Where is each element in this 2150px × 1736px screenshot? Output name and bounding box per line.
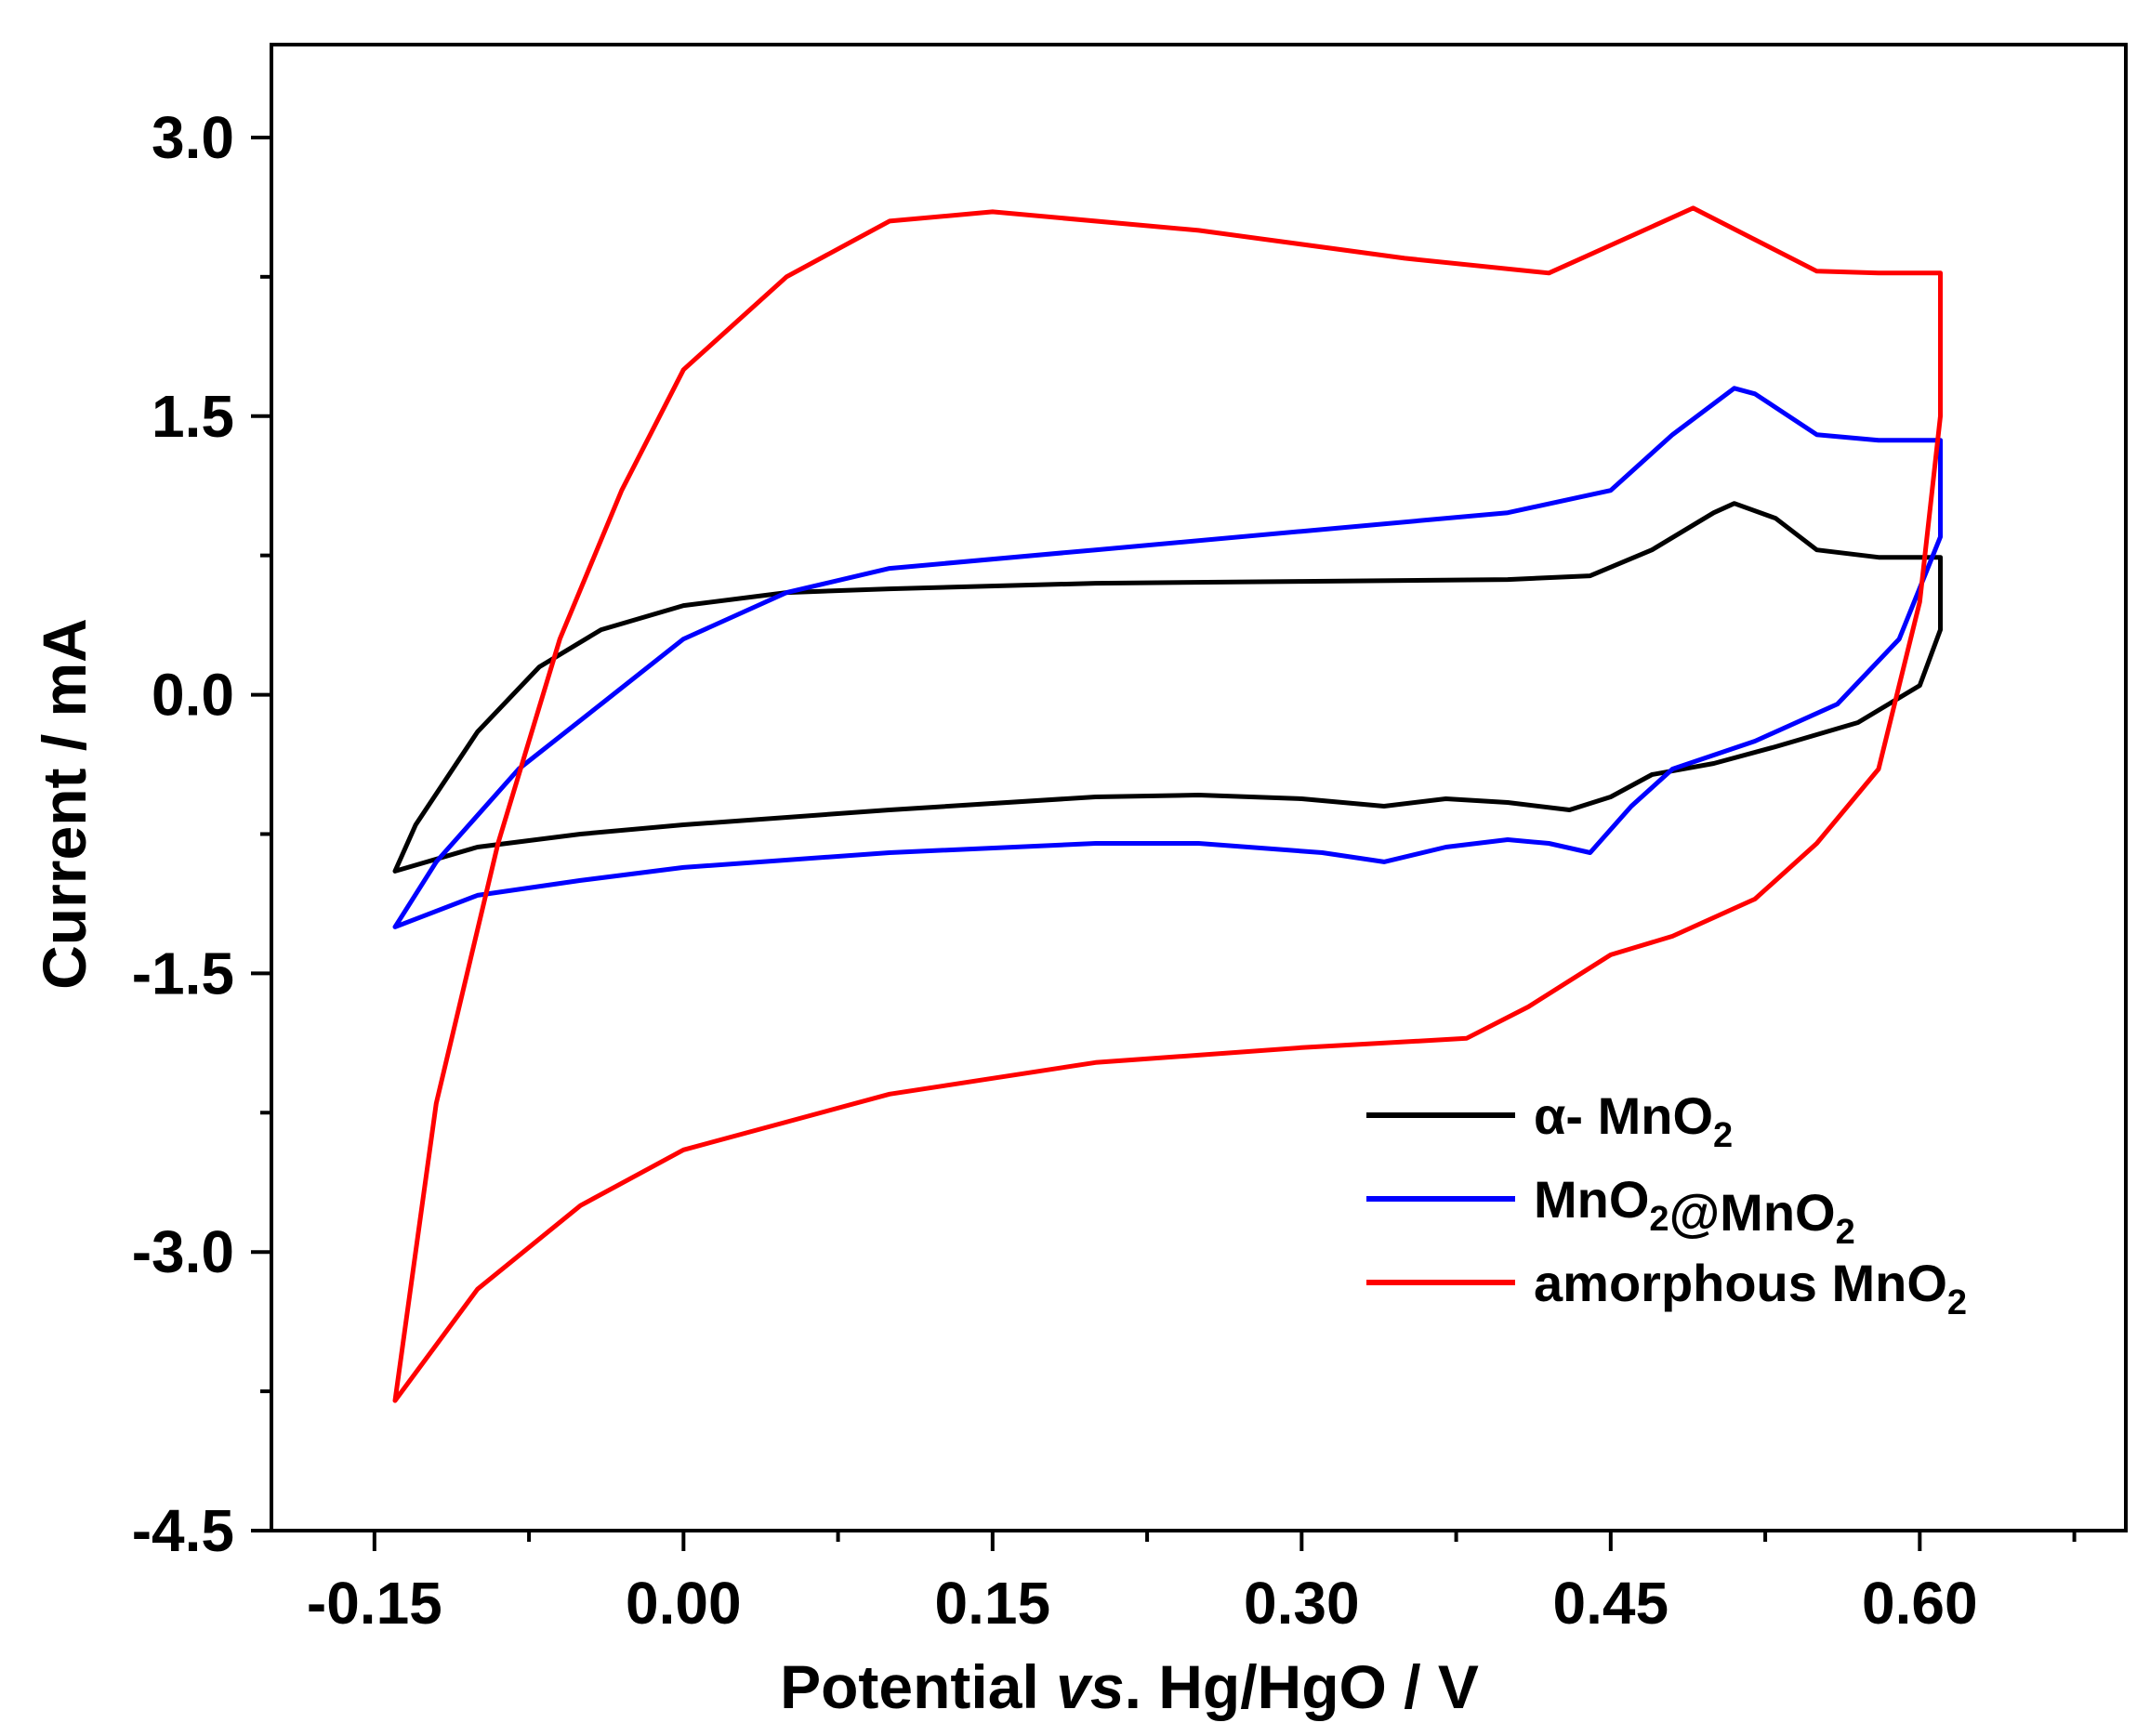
x-tick-label: 0.45 [1553,1570,1669,1637]
y-tick-label: 3.0 [152,104,234,171]
y-axis-title: Current / mA [30,618,99,990]
y-axis: -4.5 -3.0 -1.5 0.0 1.5 3.0 [132,104,271,1564]
x-tick-label: 0.60 [1862,1570,1978,1637]
y-tick-label: -4.5 [132,1497,234,1564]
x-axis: -0.15 0.00 0.15 0.30 0.45 0.60 [307,1531,2077,1637]
x-tick-label: 0.30 [1244,1570,1360,1637]
series-line-0 [392,501,1943,874]
series-curves [392,205,1943,1403]
legend-label: α- MnO2 [1534,1086,1733,1155]
y-tick-label: 1.5 [152,383,234,450]
y-tick-label: -3.0 [132,1218,234,1285]
plot-frame [270,43,2128,1532]
y-tick-label: -1.5 [132,940,234,1006]
legend-label: amorphous MnO2 [1534,1254,1967,1322]
x-axis-title: Potential vs. Hg/HgO / V [780,1652,1479,1721]
series-line-2 [392,205,1943,1403]
x-tick-label: 0.15 [935,1570,1051,1637]
x-tick-label: -0.15 [307,1570,442,1637]
legend-label: MnO2@MnO2 [1534,1170,1855,1252]
x-tick-label: 0.00 [626,1570,742,1637]
y-tick-label: 0.0 [152,662,234,729]
